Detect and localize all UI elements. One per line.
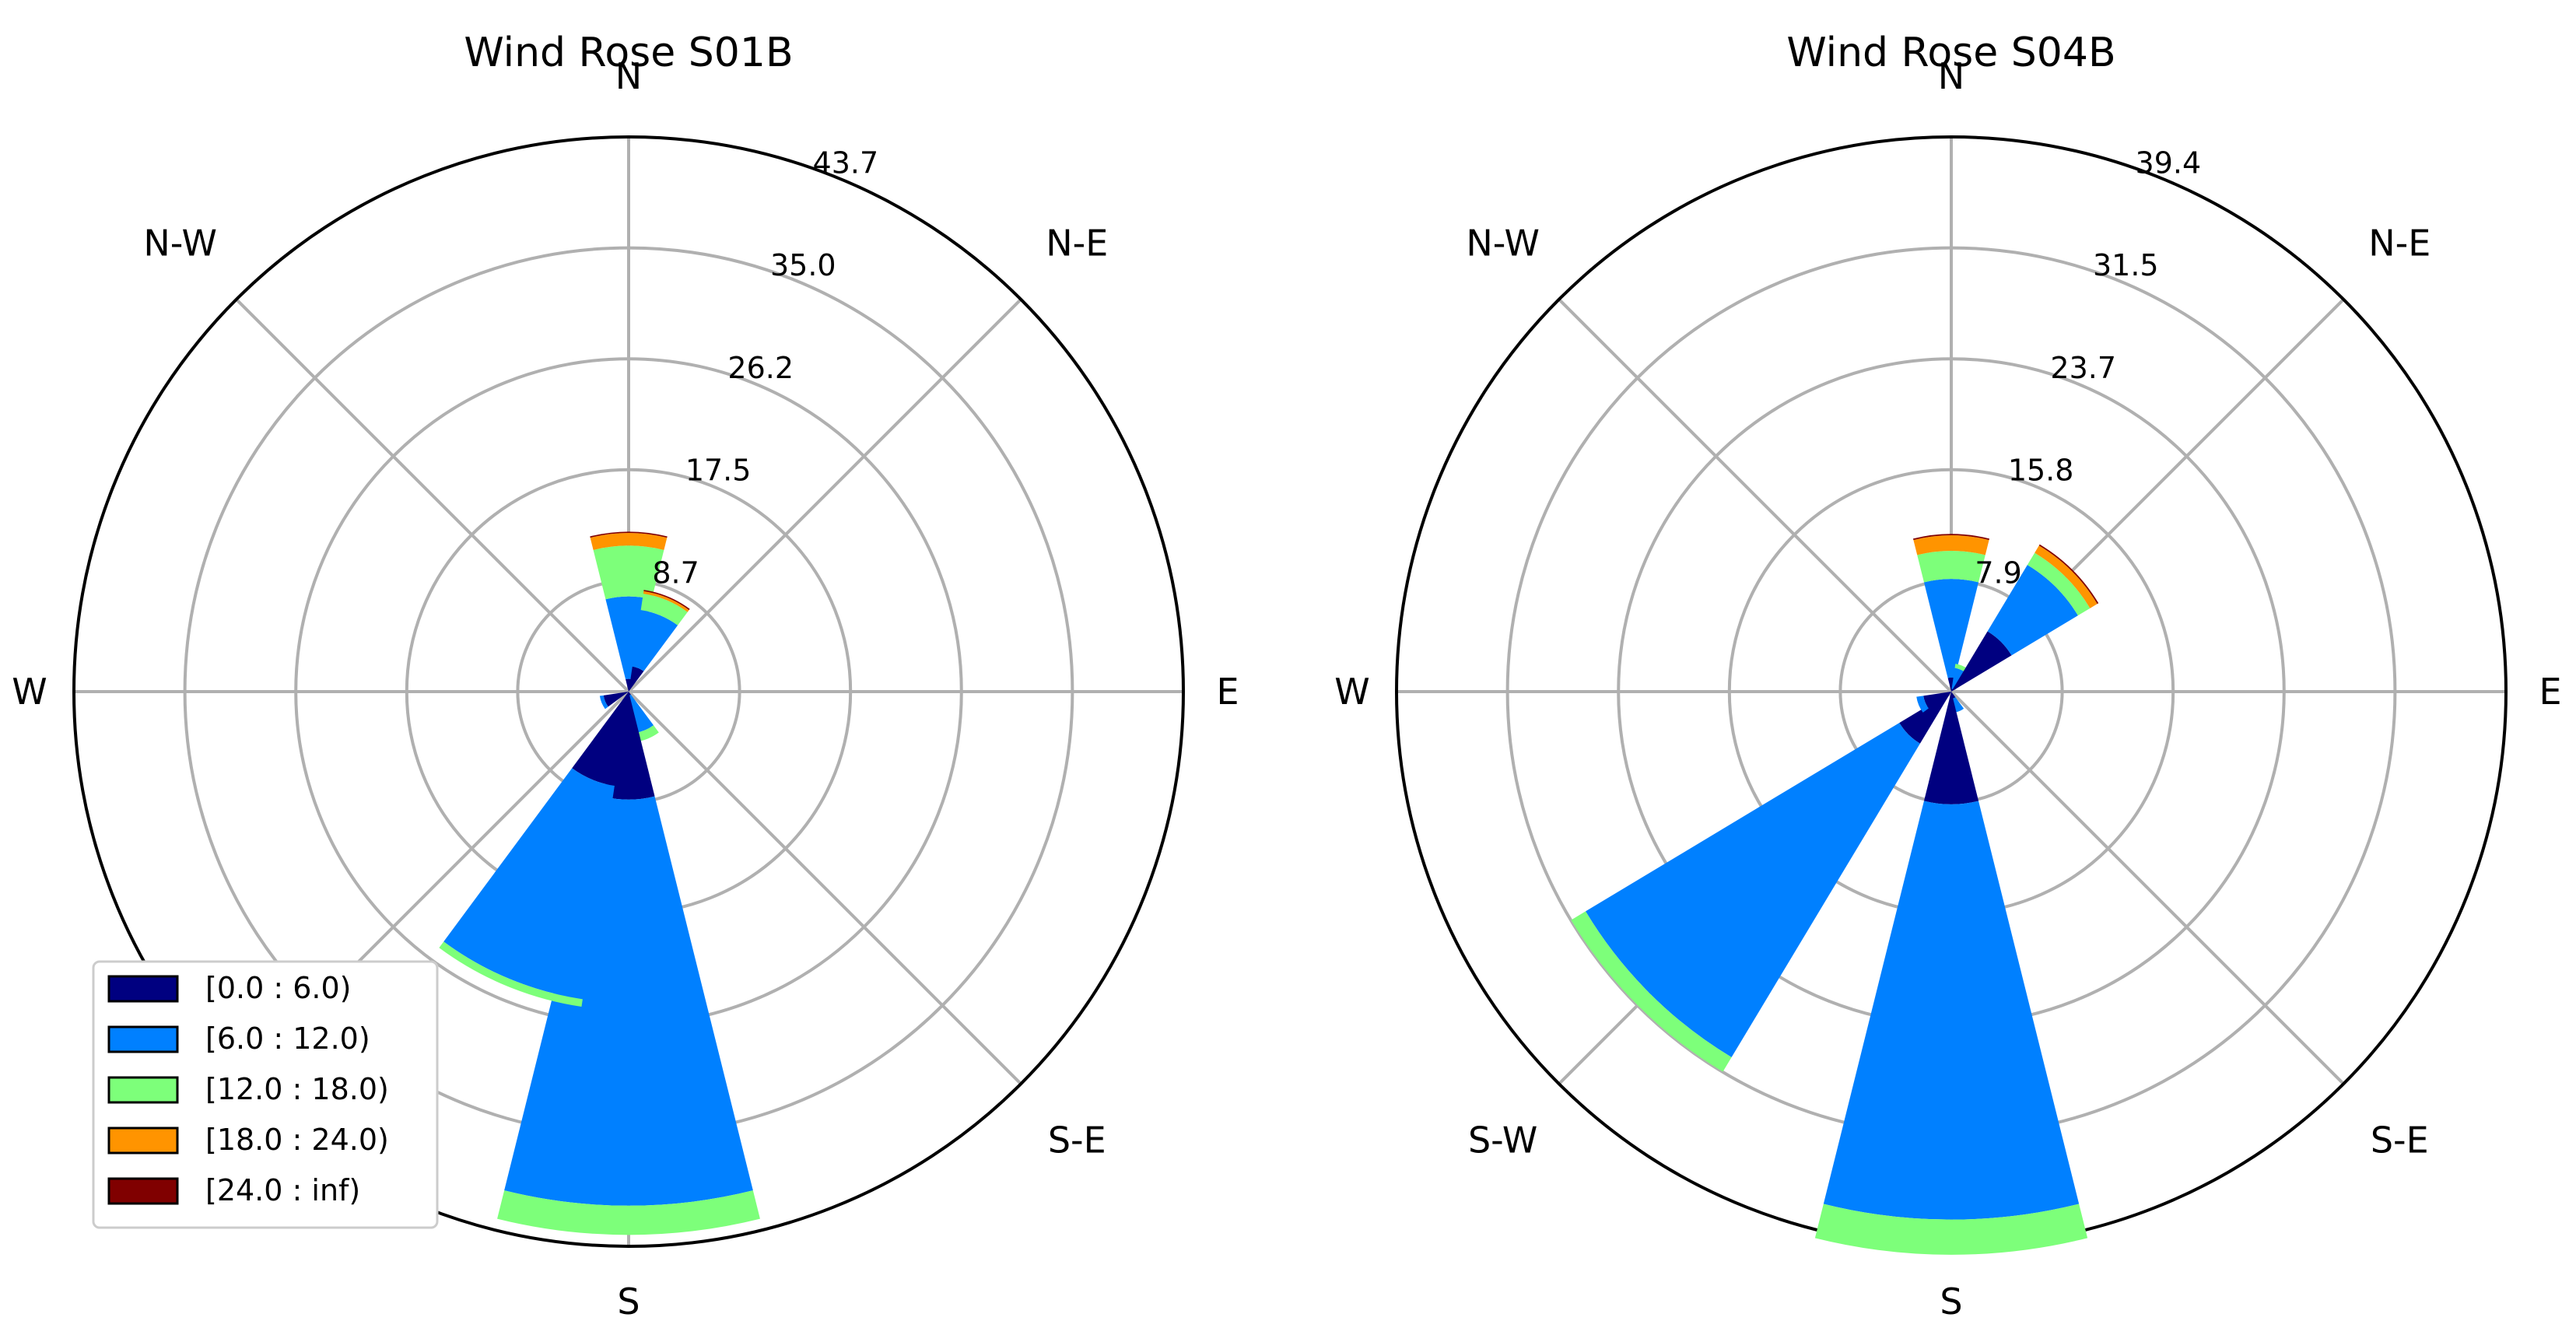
direction-label-n-w: N-W: [143, 223, 217, 265]
wedge-bin-4: [1912, 534, 1990, 541]
legend-swatch: [107, 1177, 179, 1205]
direction-label-n: N: [615, 55, 642, 97]
legend-label: [6.0 : 12.0): [205, 1021, 370, 1056]
wedge-bin-4: [643, 590, 690, 611]
direction-label-s-e: S-E: [2371, 1119, 2429, 1161]
direction-label-w: W: [12, 671, 47, 713]
direction-label-e: E: [2539, 671, 2561, 713]
wedge-bin-0: [1923, 692, 1951, 709]
direction-label-n: N: [1938, 55, 1964, 97]
legend-swatch: [107, 1076, 179, 1104]
radial-tick-label: 23.7: [2050, 351, 2116, 385]
direction-label-w: W: [1334, 671, 1369, 713]
wedge-bin-3: [643, 590, 689, 612]
wedge-bin-1: [599, 695, 608, 710]
wedge-bin-0: [629, 666, 644, 692]
radial-tick-label: 26.2: [727, 351, 794, 385]
direction-label-e: E: [1216, 671, 1239, 713]
direction-label-s-e: S-E: [1048, 1119, 1106, 1161]
wedge-bin-1: [1916, 696, 1929, 713]
radial-tick-label: 17.5: [685, 454, 752, 488]
radial-tick-label: 15.8: [2008, 454, 2074, 488]
wedge-bin-3: [2035, 545, 2098, 608]
wedge-bin-1: [1585, 723, 1920, 1058]
wind-rose-panel-s04b: 7.9 15.8 23.7 31.5 39.4 N N-E E S-E S S-W W N-W Wind …: [1334, 30, 2561, 1323]
chart-title: Wind Rose S01B: [464, 30, 793, 76]
grid-spoke: [627, 298, 1022, 693]
polar-boundary: [72, 135, 1185, 1248]
wedge-bin-3: [590, 533, 668, 550]
wedge-bin-1: [1951, 668, 1966, 690]
wedge-bin-3: [1913, 535, 1989, 555]
legend-label: [0.0 : 6.0): [205, 971, 351, 1005]
direction-label-n-w: N-W: [1466, 223, 1540, 265]
wedge-bin-4: [590, 531, 668, 538]
wedge-bin-2: [1571, 911, 1732, 1072]
radial-tick-label: 7.9: [1975, 555, 2021, 590]
legend-swatch: [107, 1025, 179, 1053]
radial-tick-label: 31.5: [2093, 248, 2159, 282]
direction-label-s-w: S-W: [1468, 1119, 1537, 1161]
legend-swatch: [107, 1127, 179, 1155]
legend-label: [12.0 : 18.0): [205, 1072, 389, 1106]
chart-title: Wind Rose S04B: [1786, 30, 2115, 76]
wedge-bin-2: [634, 725, 659, 742]
wedge-bin-1: [632, 610, 678, 671]
wedge-bin-0: [572, 692, 629, 787]
wedge-bin-0: [603, 692, 629, 707]
wedge-bin-1: [1987, 565, 2078, 656]
radial-tick-label: 43.7: [813, 145, 879, 180]
grid-spoke: [1950, 690, 2345, 1085]
radial-tick-label: 35.0: [770, 248, 836, 282]
grid-spoke: [627, 690, 1022, 1085]
grid-spoke: [235, 298, 630, 693]
wedge-bin-2: [439, 941, 583, 1007]
wedge-bin-2: [640, 594, 688, 625]
grid-spoke: [1558, 298, 1953, 693]
wedge-bin-2: [497, 1190, 760, 1235]
direction-label-s: S: [617, 1281, 640, 1323]
direction-label-n-e: N-E: [1046, 223, 1108, 265]
wedge-bin-2: [2027, 552, 2091, 616]
wedge-bin-0: [1899, 692, 1951, 744]
wedge-bin-1: [1823, 801, 2080, 1220]
legend-label: [18.0 : 24.0): [205, 1123, 389, 1157]
wedge-bin-2: [1917, 551, 1985, 583]
wedge-bin-1: [504, 796, 753, 1206]
legend-label: [24.0 : inf): [205, 1173, 360, 1207]
direction-label-n-e: N-E: [2368, 223, 2431, 265]
wedge-bin-2: [1814, 1204, 2088, 1255]
wedge-bin-0: [1951, 631, 2012, 692]
legend-box: [92, 960, 439, 1229]
legend-swatch: [107, 975, 179, 1003]
radial-tick-label: 8.7: [652, 555, 699, 590]
direction-label-s: S: [1940, 1281, 1962, 1323]
legend: [0.0 : 6.0) [6.0 : 12.0) [12.0 : 18.0) [18.…: [92, 960, 439, 1229]
wedge-bin-0: [1923, 692, 1979, 804]
wedge-bin-1: [1923, 579, 1979, 678]
wedge-bin-2: [593, 545, 664, 600]
wedge-bin-1: [443, 768, 615, 1000]
radial-tick-label: 39.4: [2136, 145, 2202, 180]
